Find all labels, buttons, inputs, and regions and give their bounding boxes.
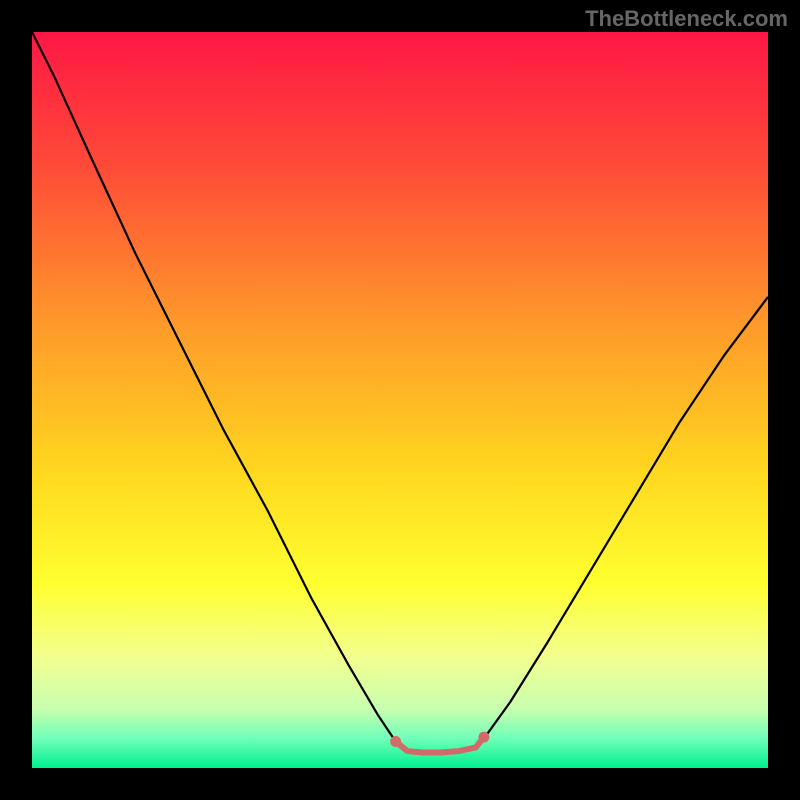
curve-marker: [390, 736, 401, 747]
curve-marker: [478, 732, 489, 743]
chart-container: TheBottleneck.com: [0, 0, 800, 800]
plot-background: [32, 32, 768, 768]
bottleneck-chart: [0, 0, 800, 800]
watermark-text: TheBottleneck.com: [585, 6, 788, 32]
